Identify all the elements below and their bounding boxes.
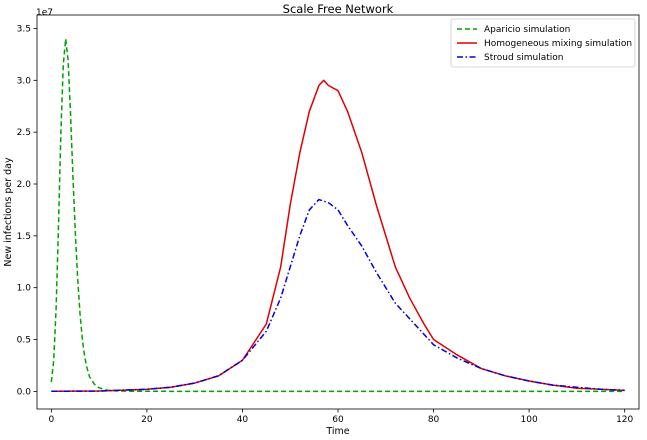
plot-frame xyxy=(36,14,640,410)
y-tick-label: 2.0 xyxy=(17,180,32,190)
x-tick-label: 0 xyxy=(48,415,54,425)
x-tick-label: 80 xyxy=(428,415,440,425)
y-tick-label: 3.0 xyxy=(17,76,32,86)
series-line-2 xyxy=(51,198,625,393)
x-tick-label: 60 xyxy=(332,415,344,425)
legend: Aparicio simulation Homogeneous mixing si… xyxy=(450,18,636,68)
legend-label-0: Aparicio simulation xyxy=(484,25,570,35)
legend-label-2: Stroud simulation xyxy=(484,53,563,63)
x-tick-label: 120 xyxy=(616,415,633,425)
y-tick-label: 0.0 xyxy=(17,387,32,397)
x-tick-label: 40 xyxy=(237,415,249,425)
y-tick-label: 1.0 xyxy=(17,284,32,294)
legend-label-1: Homogeneous mixing simulation xyxy=(484,39,632,49)
series-line-0 xyxy=(50,38,625,393)
chart-title: Scale Free Network xyxy=(283,2,394,16)
x-tick-label: 20 xyxy=(141,415,153,425)
series-line-1 xyxy=(51,79,625,393)
y-tick-label: 2.5 xyxy=(17,128,31,138)
x-axis-label: Time xyxy=(325,426,349,437)
axis-ticks: 0 20 40 60 80 100 120 0.0 0.5 1.0 1.5 2.0 2.5 3.0 3.5 xyxy=(17,24,634,425)
y-tick-label: 1.5 xyxy=(17,232,31,242)
y-axis-label: New infections per day xyxy=(3,157,14,267)
plot-lines xyxy=(50,38,625,393)
legend-box xyxy=(450,18,636,68)
y-tick-label: 3.5 xyxy=(17,24,31,34)
y-tick-label: 0.5 xyxy=(17,336,31,346)
x-tick-label: 100 xyxy=(521,415,538,425)
y-axis-multiplier: 1e7 xyxy=(36,8,53,18)
